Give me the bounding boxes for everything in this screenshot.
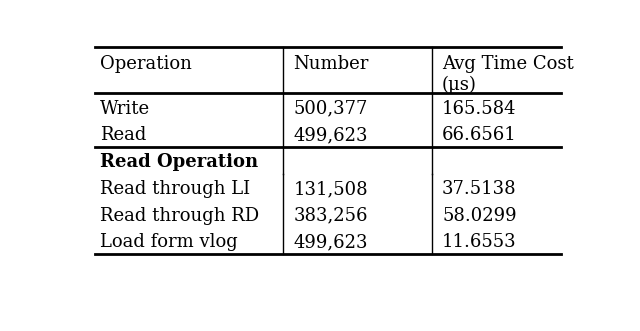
Text: 499,623: 499,623 (293, 233, 368, 252)
Text: 58.0299: 58.0299 (442, 207, 516, 225)
Text: Operation: Operation (100, 55, 192, 73)
Text: 37.5138: 37.5138 (442, 180, 516, 198)
Text: Read through RD: Read through RD (100, 207, 259, 225)
Text: 66.6561: 66.6561 (442, 126, 517, 144)
Text: Read Operation: Read Operation (100, 153, 258, 171)
Text: 165.584: 165.584 (442, 100, 516, 118)
Text: Avg Time Cost
(μs): Avg Time Cost (μs) (442, 55, 574, 94)
Text: Write: Write (100, 100, 150, 118)
Text: 131,508: 131,508 (293, 180, 368, 198)
Text: Load form vlog: Load form vlog (100, 233, 237, 252)
Text: 11.6553: 11.6553 (442, 233, 516, 252)
Text: 383,256: 383,256 (293, 207, 368, 225)
Text: 500,377: 500,377 (293, 100, 367, 118)
Text: 499,623: 499,623 (293, 126, 368, 144)
Text: Number: Number (293, 55, 369, 73)
Text: Read through LI: Read through LI (100, 180, 250, 198)
Text: Read: Read (100, 126, 146, 144)
